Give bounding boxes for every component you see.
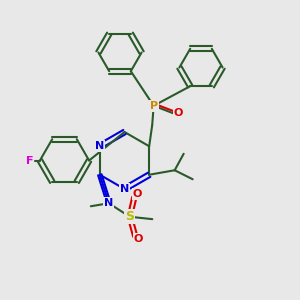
Text: O: O (134, 234, 143, 244)
Text: F: F (26, 155, 33, 166)
Text: N: N (120, 184, 129, 194)
Text: P: P (150, 101, 158, 111)
Text: O: O (133, 189, 142, 199)
Text: O: O (174, 108, 183, 118)
Text: N: N (104, 198, 113, 208)
Text: N: N (95, 141, 104, 151)
Text: S: S (125, 210, 134, 223)
